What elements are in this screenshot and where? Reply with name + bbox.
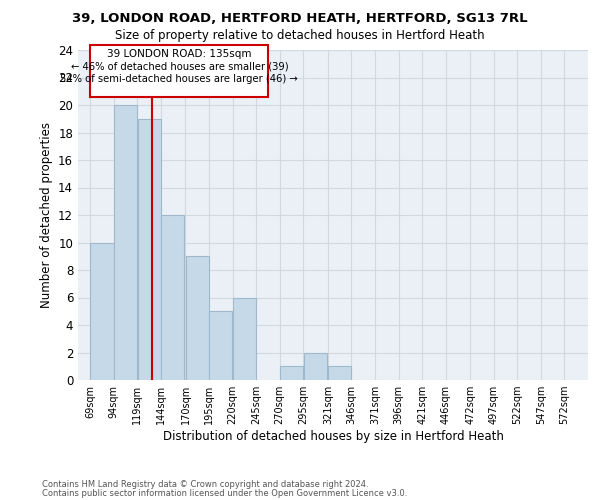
Text: ← 46% of detached houses are smaller (39): ← 46% of detached houses are smaller (39…	[71, 62, 288, 72]
Bar	[304, 352, 326, 380]
Bar	[209, 311, 232, 380]
FancyBboxPatch shape	[90, 45, 268, 97]
Bar	[233, 298, 256, 380]
X-axis label: Distribution of detached houses by size in Hertford Heath: Distribution of detached houses by size …	[163, 430, 503, 443]
Bar	[328, 366, 351, 380]
Text: 39, LONDON ROAD, HERTFORD HEATH, HERTFORD, SG13 7RL: 39, LONDON ROAD, HERTFORD HEATH, HERTFOR…	[72, 12, 528, 26]
Bar	[186, 256, 209, 380]
Bar	[91, 242, 113, 380]
Bar	[114, 105, 137, 380]
Text: Contains HM Land Registry data © Crown copyright and database right 2024.: Contains HM Land Registry data © Crown c…	[42, 480, 368, 489]
Text: Contains public sector information licensed under the Open Government Licence v3: Contains public sector information licen…	[42, 489, 407, 498]
Text: 39 LONDON ROAD: 135sqm: 39 LONDON ROAD: 135sqm	[107, 50, 251, 59]
Text: 54% of semi-detached houses are larger (46) →: 54% of semi-detached houses are larger (…	[61, 74, 298, 84]
Bar	[161, 215, 184, 380]
Text: Size of property relative to detached houses in Hertford Heath: Size of property relative to detached ho…	[115, 29, 485, 42]
Y-axis label: Number of detached properties: Number of detached properties	[40, 122, 53, 308]
Bar	[137, 118, 161, 380]
Bar	[280, 366, 303, 380]
